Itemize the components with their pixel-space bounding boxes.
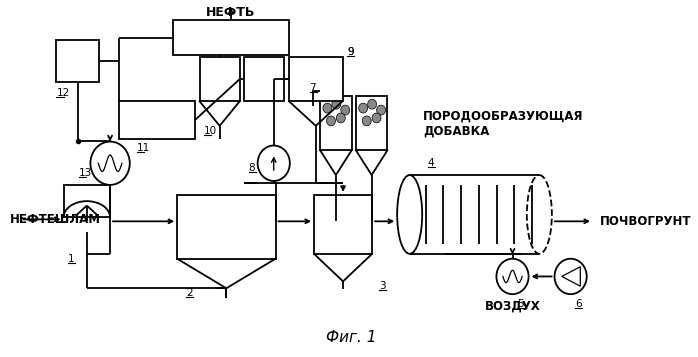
Bar: [356, 96, 387, 150]
Text: 6: 6: [575, 299, 581, 309]
Bar: [200, 57, 239, 101]
Text: ПОРОДООБРАЗУЮЩАЯ
ДОБАВКА: ПОРОДООБРАЗУЮЩАЯ ДОБАВКА: [423, 109, 584, 137]
Text: НЕФТЬ: НЕФТЬ: [206, 6, 255, 19]
Text: 8: 8: [248, 163, 255, 173]
Bar: [57, 40, 99, 81]
Text: Фиг. 1: Фиг. 1: [326, 330, 377, 345]
Text: 10: 10: [204, 126, 217, 136]
Text: 4: 4: [428, 158, 434, 168]
Text: 13: 13: [79, 168, 92, 178]
Text: НЕФТЕШЛАМ: НЕФТЕШЛАМ: [10, 213, 101, 226]
Text: 3: 3: [379, 281, 386, 291]
Circle shape: [332, 99, 341, 109]
Circle shape: [362, 116, 371, 126]
Circle shape: [336, 113, 346, 123]
Text: 2: 2: [186, 288, 193, 298]
Bar: [119, 101, 195, 139]
Bar: [172, 20, 289, 55]
Text: ПОЧВОГРУНТ: ПОЧВОГРУНТ: [600, 215, 692, 228]
Circle shape: [368, 99, 377, 109]
Text: ВОЗДУХ: ВОЗДУХ: [484, 300, 540, 312]
Circle shape: [359, 103, 368, 113]
Text: 5: 5: [517, 299, 524, 309]
Text: 7: 7: [309, 84, 316, 94]
Bar: [320, 96, 352, 150]
Circle shape: [372, 113, 381, 123]
Bar: [64, 185, 110, 217]
Bar: [244, 57, 285, 101]
Bar: [177, 195, 276, 259]
Circle shape: [327, 116, 336, 126]
Text: 9: 9: [347, 47, 354, 57]
Ellipse shape: [397, 175, 422, 254]
Circle shape: [341, 105, 350, 115]
Circle shape: [323, 103, 332, 113]
Text: 9: 9: [347, 47, 354, 57]
Text: 12: 12: [57, 88, 70, 98]
Text: 11: 11: [137, 144, 150, 154]
Bar: [314, 195, 372, 254]
Bar: [289, 57, 343, 101]
Circle shape: [377, 105, 385, 115]
Text: 1: 1: [68, 254, 75, 264]
